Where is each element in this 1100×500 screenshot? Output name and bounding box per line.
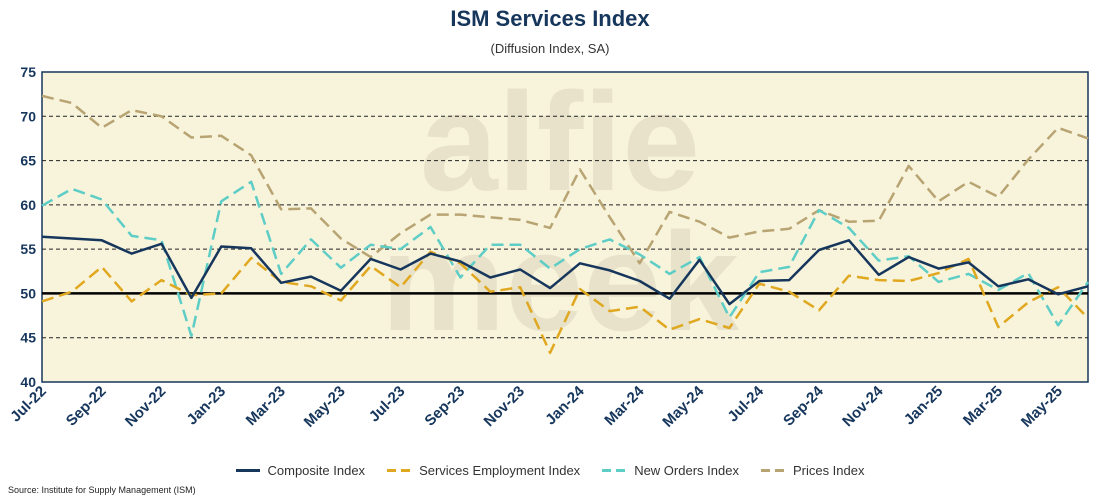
legend-label: Composite Index <box>267 463 366 478</box>
y-tick-label: 70 <box>20 108 36 124</box>
legend-swatch <box>235 469 260 472</box>
legend-swatch <box>387 469 412 472</box>
y-tick-label: 50 <box>20 285 36 301</box>
chart-subtitle: (Diffusion Index, SA) <box>490 41 610 56</box>
legend-item: New Orders Index <box>602 463 739 478</box>
x-tick-label: May-24 <box>659 382 707 430</box>
x-tick-label: Jul-23 <box>366 383 409 426</box>
chart-title: ISM Services Index <box>450 6 650 31</box>
legend-item: Composite Index <box>235 463 366 478</box>
y-tick-label: 55 <box>20 241 36 257</box>
x-tick-label: Sep-24 <box>780 382 827 429</box>
x-tick-label: Sep-22 <box>63 383 110 430</box>
y-tick-label: 65 <box>20 153 36 169</box>
y-tick-label: 40 <box>20 374 36 390</box>
source-note: Source: Institute for Supply Management … <box>8 485 196 495</box>
plot-area <box>41 71 1089 383</box>
x-tick-label: Nov-24 <box>839 382 887 430</box>
x-tick-label: Sep-23 <box>421 383 468 430</box>
legend-item: Services Employment Index <box>387 463 580 478</box>
legend-label: Services Employment Index <box>419 463 581 478</box>
x-tick-label: May-25 <box>1018 383 1066 431</box>
legend-item: Prices Index <box>760 463 865 478</box>
legend-label: New Orders Index <box>634 463 739 478</box>
legend-swatch <box>760 469 785 472</box>
x-tick-label: Nov-23 <box>481 383 528 430</box>
series-line-new-orders-index <box>41 180 1090 338</box>
y-tick-label: 75 <box>20 64 36 80</box>
x-tick-label: Jan-24 <box>542 382 588 428</box>
x-tick-label: Mar-23 <box>243 383 289 429</box>
legend-label: Prices Index <box>792 463 865 478</box>
watermark-text: meek <box>381 203 739 360</box>
y-tick-label: 45 <box>20 330 36 346</box>
watermark-text: alfie <box>420 63 700 220</box>
chart-legend: Composite Index Services Employment Index… <box>0 463 1100 478</box>
x-tick-label: Nov-22 <box>122 383 169 430</box>
series-line-prices-index <box>41 94 1089 265</box>
x-tick-label: Jan-23 <box>184 383 230 429</box>
x-tick-label: Jan-25 <box>901 383 947 429</box>
x-tick-label: Jul-24 <box>724 382 767 425</box>
series-line-composite-index <box>41 235 1089 306</box>
y-tick-label: 60 <box>20 197 36 213</box>
x-tick-label: Mar-25 <box>960 383 1006 429</box>
series-line-services-employment-index <box>41 250 1089 355</box>
legend-swatch <box>602 469 627 472</box>
x-tick-label: Mar-24 <box>601 382 648 429</box>
x-tick-label: May-23 <box>301 383 349 431</box>
